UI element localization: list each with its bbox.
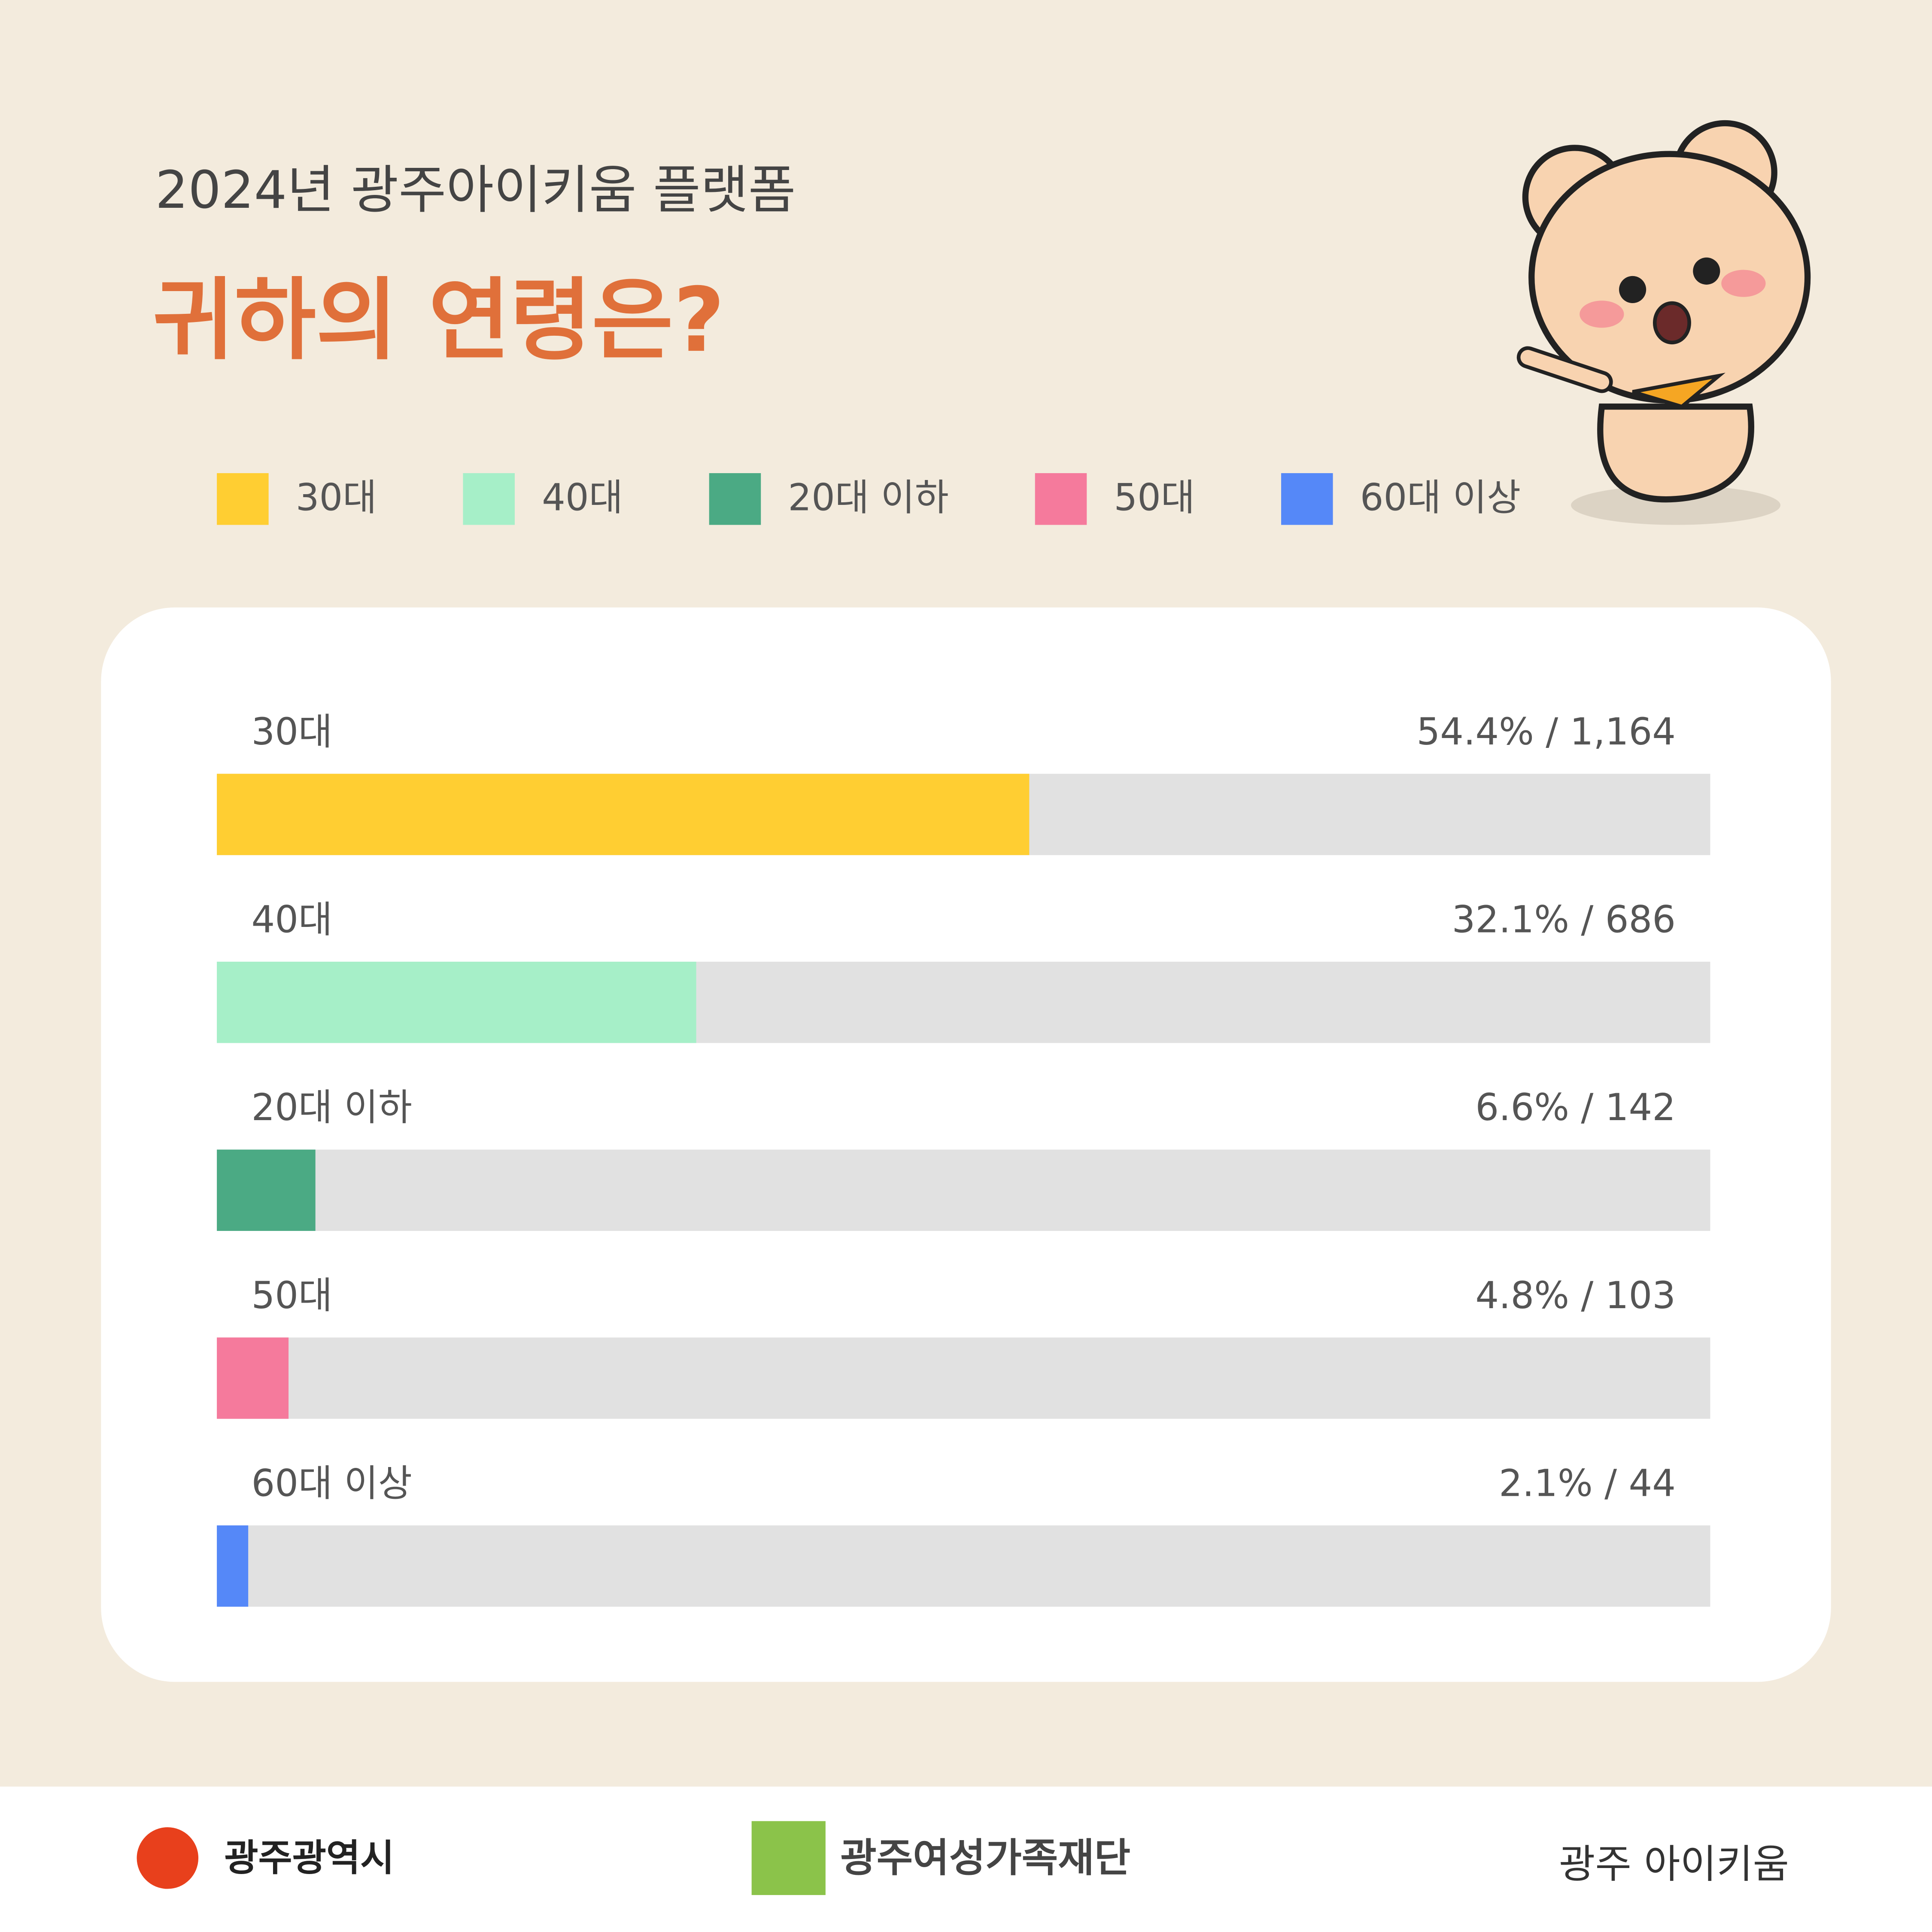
legend: 30대 40대 20대 이하 50대 60대 이상 [217,473,1521,525]
legend-label: 60대 이상 [1360,477,1521,519]
footer-logo: 광주 아이키움 [1559,1841,1789,1887]
footer [0,1786,1932,1932]
value-label: 6.6% / 142 [1475,1086,1676,1129]
bar [217,774,1030,855]
legend-swatch [1281,473,1333,525]
category-label: 50대 [251,1274,332,1317]
legend-swatch [217,473,269,525]
bar [217,1337,289,1419]
value-label: 32.1% / 686 [1452,899,1676,942]
card [101,607,1831,1682]
bar-track [217,1525,1710,1607]
bar [217,961,696,1043]
footer-logo: 광주광역시 [224,1837,394,1880]
bar-chart: 30대 54.4% / 1,164 40대 32.1% / 686 20대 이하 6.6%… [217,711,1710,1607]
value-label: 54.4% / 1,164 [1416,711,1676,753]
logo-icon [751,1821,826,1895]
category-label: 30대 [251,711,332,753]
category-label: 60대 이상 [251,1462,412,1505]
value-label: 4.8% / 103 [1475,1274,1676,1317]
footer-logo: 광주여성가족재단 [840,1835,1130,1881]
mascot [1516,120,1811,525]
legend-swatch [463,473,515,525]
bar [217,1149,316,1231]
legend-label: 30대 [296,477,377,519]
value-label: 2.1% / 44 [1499,1462,1676,1505]
category-label: 20대 이하 [251,1086,412,1129]
legend-label: 40대 [542,477,623,519]
subtitle: 귀하의 연령은? [153,268,725,372]
legend-label: 20대 이하 [788,477,948,519]
legend-swatch [1035,473,1087,525]
bar [217,1525,249,1607]
bar-track [217,1337,1710,1419]
title: 2024년 광주아이키움 플랫폼 [155,160,796,220]
legend-swatch [709,473,761,525]
logo-icon [137,1827,199,1889]
legend-label: 50대 [1114,477,1195,519]
category-label: 40대 [251,899,332,942]
bar-track [217,1149,1710,1231]
